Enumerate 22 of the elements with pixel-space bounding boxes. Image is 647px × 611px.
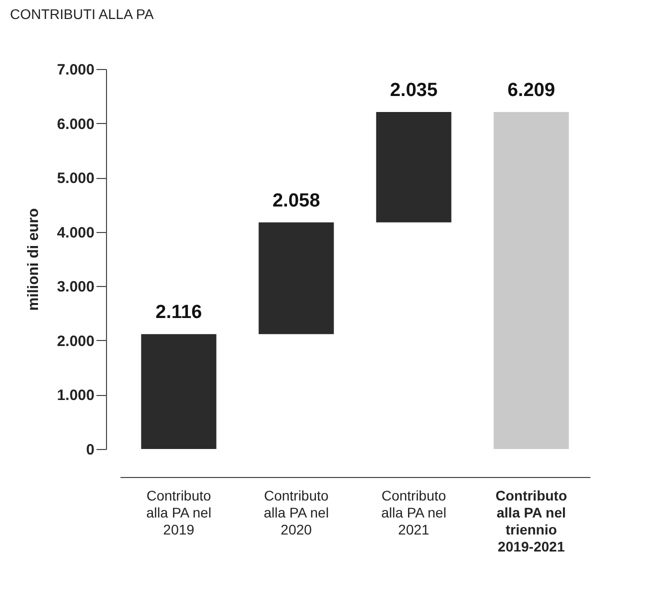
data-label: 6.209 <box>507 80 556 101</box>
x-tick-label: Contributo alla PA nel 2019 <box>146 488 212 538</box>
x-tick-label: Contributo alla PA nel 2020 <box>264 488 329 538</box>
bar <box>141 334 216 449</box>
y-tick-label: 2.000 <box>56 332 94 350</box>
y-tick-label: 7.000 <box>56 62 94 78</box>
data-label: 2.058 <box>272 190 320 212</box>
y-tick-label: 4.000 <box>56 224 94 242</box>
x-tick-label: Contributo alla PA nel 2021 <box>381 488 446 538</box>
y-tick-label: 3.000 <box>56 278 94 296</box>
y-tick-label: 1.000 <box>56 387 94 404</box>
data-label: 2.116 <box>156 302 202 324</box>
bar <box>494 112 569 449</box>
bar <box>376 112 452 222</box>
y-axis-title: milioni di euro <box>24 208 42 311</box>
x-tick-label: Contributo alla PA nel triennio 2019-2021 <box>495 488 568 554</box>
bar <box>258 222 334 334</box>
data-label: 2.035 <box>390 80 438 101</box>
y-tick-label: 5.000 <box>56 170 94 188</box>
chart-title: CONTRIBUTI ALLA PA <box>10 6 154 22</box>
y-tick-label: 0 <box>86 442 94 458</box>
y-tick-label: 6.000 <box>56 116 94 133</box>
